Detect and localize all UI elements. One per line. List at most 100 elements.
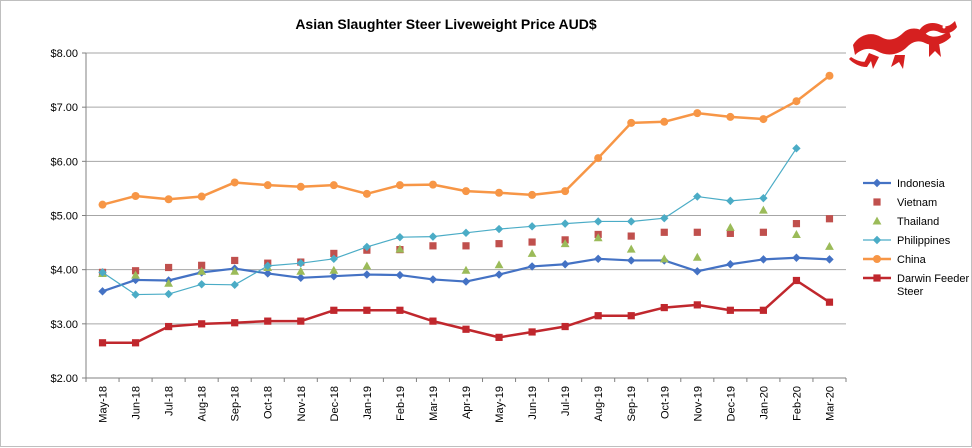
x-tick-label: Aug-18 xyxy=(197,386,209,421)
data-point xyxy=(131,290,140,299)
data-point xyxy=(560,219,570,228)
series-philippines xyxy=(98,144,801,299)
legend-label: Thailand xyxy=(897,216,939,228)
data-point xyxy=(660,117,669,126)
x-tick-label: Sep-18 xyxy=(230,386,242,421)
data-point xyxy=(165,322,173,331)
data-point xyxy=(197,280,206,289)
data-point xyxy=(362,242,372,252)
x-tick-label: May-19 xyxy=(494,386,506,423)
series-line xyxy=(102,147,797,296)
x-tick-label: Oct-19 xyxy=(659,386,671,419)
data-point xyxy=(759,115,768,124)
data-point xyxy=(428,180,437,189)
data-point xyxy=(759,228,767,236)
data-point xyxy=(395,232,405,242)
data-point xyxy=(329,254,339,264)
data-point xyxy=(131,275,140,285)
data-point xyxy=(198,261,206,269)
data-point xyxy=(362,189,371,198)
series-thailand xyxy=(98,205,834,287)
data-point xyxy=(725,223,735,231)
data-point xyxy=(362,270,372,279)
data-point xyxy=(231,319,239,327)
data-point xyxy=(164,278,174,287)
data-point xyxy=(395,244,405,253)
data-point xyxy=(759,306,767,314)
data-point xyxy=(594,154,603,163)
legend-label: Indonesia xyxy=(897,178,946,190)
data-point xyxy=(165,263,173,272)
data-point xyxy=(330,249,338,258)
data-point xyxy=(726,260,735,269)
x-tick-label: Jul-19 xyxy=(560,386,572,416)
data-point xyxy=(330,306,338,314)
y-tick-label: $6.00 xyxy=(50,156,78,168)
data-point xyxy=(693,228,701,236)
data-point xyxy=(396,306,404,314)
legend-marker xyxy=(872,178,882,188)
series-darwin-feeder-steer xyxy=(98,276,834,347)
data-point xyxy=(561,322,569,331)
y-tick-label: $3.00 xyxy=(50,319,78,331)
data-point xyxy=(593,254,603,264)
data-point xyxy=(560,239,570,248)
data-point xyxy=(296,273,305,282)
data-point xyxy=(297,317,305,325)
data-point xyxy=(462,242,470,250)
legend-marker xyxy=(873,274,881,282)
y-tick-label: $5.00 xyxy=(50,211,78,223)
data-point xyxy=(131,270,140,279)
data-point xyxy=(692,252,702,261)
data-point xyxy=(726,112,735,121)
data-point xyxy=(264,317,272,325)
data-point xyxy=(395,181,404,190)
data-point xyxy=(461,265,471,274)
data-point xyxy=(428,275,438,284)
data-point xyxy=(131,192,140,200)
data-point xyxy=(363,306,371,314)
data-point xyxy=(660,303,668,312)
series-china xyxy=(98,71,834,209)
data-point xyxy=(560,260,570,269)
data-point xyxy=(98,268,107,277)
data-point xyxy=(627,118,636,127)
data-point xyxy=(726,229,734,237)
data-point xyxy=(230,178,239,187)
x-tick-label: Feb-19 xyxy=(395,386,407,421)
axes: $2.00 $3.00 $4.00 $5.00 $6.00 $7.00 $8.00 May-1… xyxy=(50,48,847,423)
data-point xyxy=(528,190,537,199)
data-point xyxy=(494,260,504,269)
x-tick-label: Jun-18 xyxy=(131,386,143,420)
data-point xyxy=(329,265,339,274)
data-point xyxy=(792,253,801,262)
x-tick-label: May-18 xyxy=(98,386,110,423)
data-point xyxy=(759,255,768,264)
data-point xyxy=(792,144,801,153)
y-tick-label: $8.00 xyxy=(50,48,78,60)
data-point xyxy=(428,232,438,241)
data-point xyxy=(527,262,537,271)
data-point xyxy=(527,222,537,231)
data-point xyxy=(197,266,207,275)
legend: Indonesia Vietnam Thailand Philippines China… xyxy=(863,178,969,298)
x-tick-label: Feb-20 xyxy=(791,386,803,421)
legend-marker xyxy=(873,255,881,263)
data-point xyxy=(263,181,272,190)
x-tick-label: Sep-19 xyxy=(626,386,638,421)
x-tick-label: Dec-19 xyxy=(725,386,737,421)
x-tick-label: Jul-18 xyxy=(164,386,176,416)
data-point xyxy=(659,254,669,263)
data-point xyxy=(594,312,602,320)
data-point xyxy=(792,276,801,285)
data-point xyxy=(792,97,801,106)
data-point xyxy=(660,228,668,236)
data-point xyxy=(627,232,635,240)
data-point xyxy=(825,241,834,250)
x-tick-label: Jan-20 xyxy=(758,386,770,420)
data-point xyxy=(627,312,635,320)
series-layer xyxy=(98,71,834,347)
x-tick-label: Oct-18 xyxy=(263,386,275,419)
